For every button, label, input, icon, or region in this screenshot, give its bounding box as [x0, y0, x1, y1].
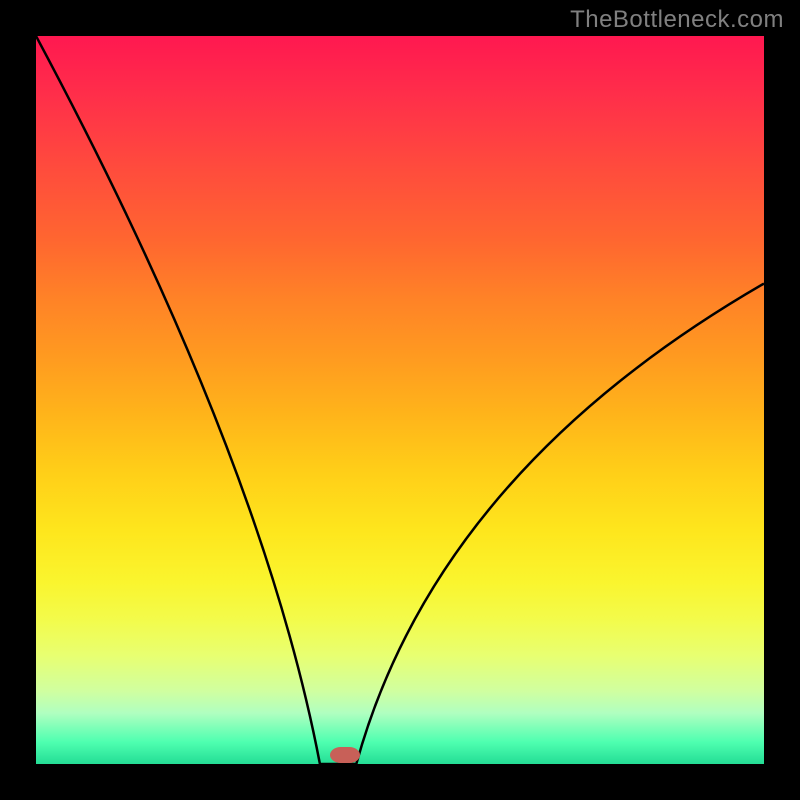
curve-path [36, 36, 764, 764]
watermark-text: TheBottleneck.com [570, 6, 784, 34]
plot-area [36, 36, 764, 764]
bottleneck-curve [36, 36, 764, 764]
optimal-marker [330, 747, 360, 763]
